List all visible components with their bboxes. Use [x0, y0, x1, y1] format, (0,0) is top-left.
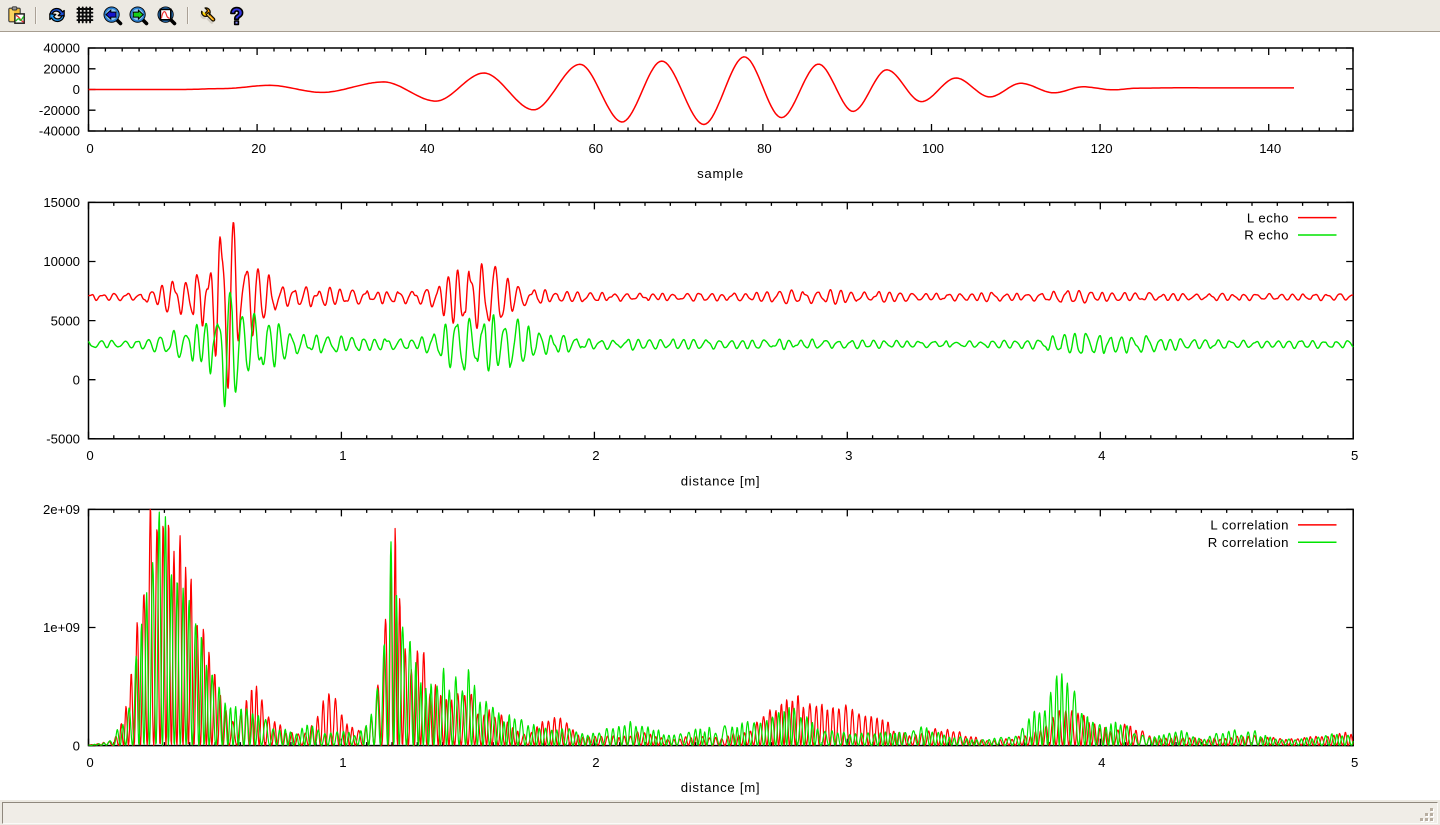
svg-text:0: 0	[73, 82, 80, 97]
svg-text:5: 5	[1351, 755, 1358, 770]
svg-text:sample: sample	[697, 166, 744, 181]
svg-text:3: 3	[845, 448, 852, 463]
svg-text:2: 2	[592, 755, 599, 770]
svg-text:1: 1	[339, 448, 346, 463]
svg-text:10000: 10000	[43, 254, 80, 269]
svg-text:120: 120	[1091, 141, 1113, 156]
svg-text:0: 0	[86, 755, 93, 770]
svg-text:4: 4	[1098, 755, 1105, 770]
svg-text:L correlation: L correlation	[1210, 518, 1289, 533]
svg-text:3: 3	[845, 755, 852, 770]
svg-text:15000: 15000	[43, 195, 80, 210]
svg-text:-5000: -5000	[46, 432, 80, 447]
svg-text:-20000: -20000	[39, 103, 80, 118]
svg-text:60: 60	[588, 141, 603, 156]
svg-text:4: 4	[1098, 448, 1105, 463]
svg-text:0: 0	[73, 372, 80, 387]
svg-text:1e+09: 1e+09	[43, 620, 80, 635]
svg-text:140: 140	[1259, 141, 1281, 156]
svg-text:40000: 40000	[43, 41, 80, 56]
svg-text:80: 80	[757, 141, 772, 156]
svg-text:0: 0	[86, 448, 93, 463]
svg-text:R correlation: R correlation	[1208, 535, 1289, 550]
svg-text:2e+09: 2e+09	[43, 502, 80, 517]
svg-text:0: 0	[73, 738, 80, 753]
svg-text:5: 5	[1351, 448, 1358, 463]
svg-text:100: 100	[922, 141, 944, 156]
svg-text:5000: 5000	[51, 313, 80, 328]
svg-text:1: 1	[339, 755, 346, 770]
svg-text:20000: 20000	[43, 62, 80, 77]
svg-text:distance [m]: distance [m]	[681, 780, 761, 795]
svg-text:20: 20	[251, 141, 266, 156]
svg-text:-40000: -40000	[39, 124, 80, 139]
svg-text:0: 0	[86, 141, 93, 156]
svg-text:2: 2	[592, 448, 599, 463]
svg-text:distance [m]: distance [m]	[681, 474, 761, 489]
svg-text:L echo: L echo	[1247, 210, 1289, 225]
svg-text:R echo: R echo	[1244, 228, 1289, 243]
svg-text:40: 40	[420, 141, 435, 156]
